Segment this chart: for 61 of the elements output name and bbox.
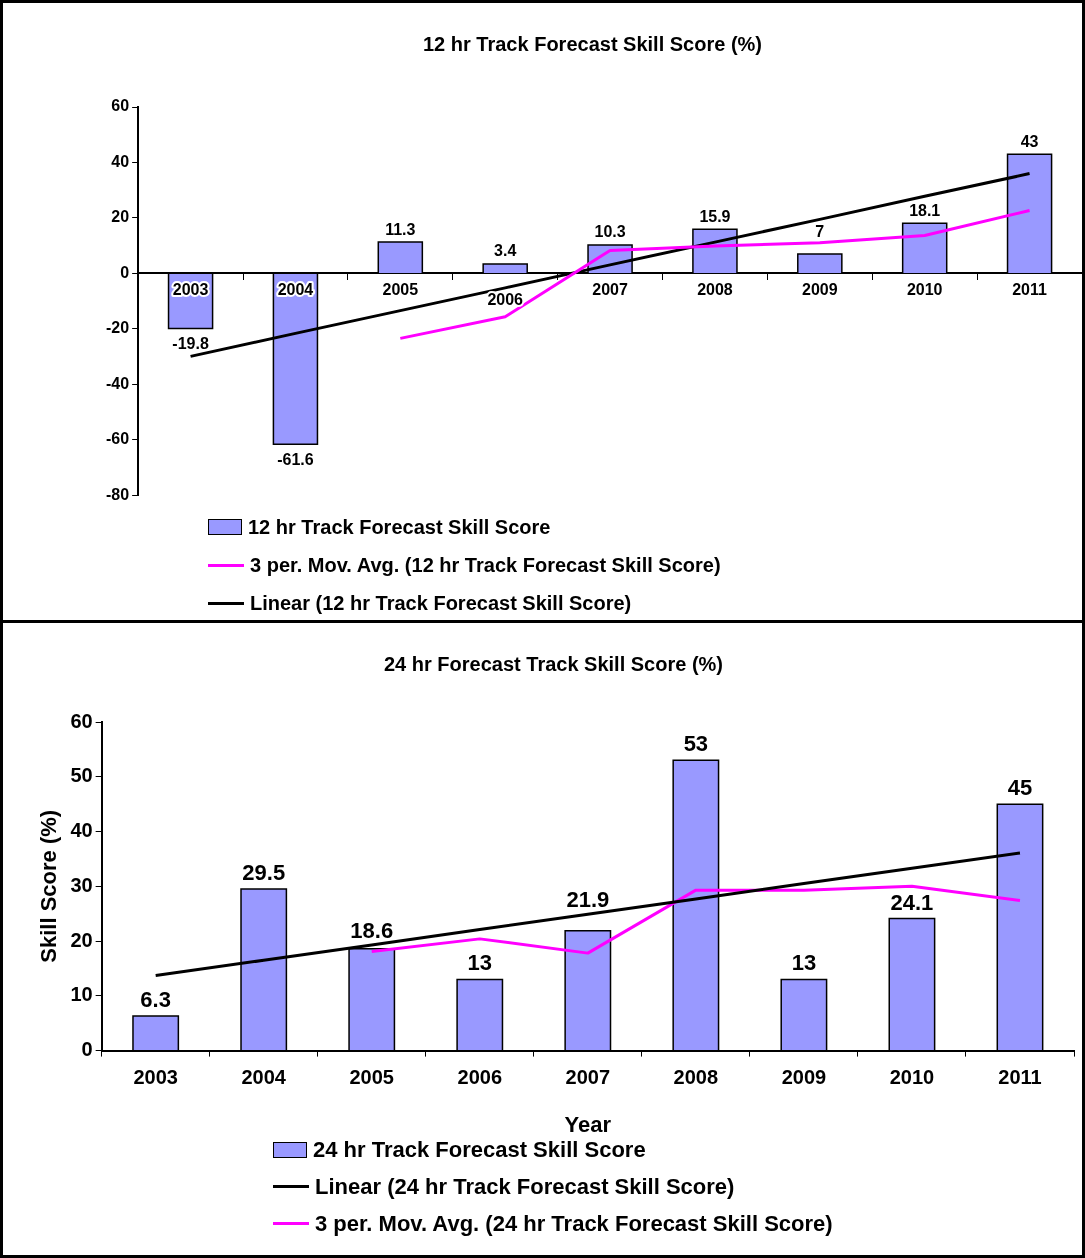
x-tick-label: 2007 <box>592 280 628 298</box>
data-label: 13 <box>791 950 817 976</box>
x-tick-label: 2003 <box>133 1066 178 1089</box>
legend-label: 3 per. Mov. Avg. (12 hr Track Forecast Skill Score) <box>250 553 721 577</box>
y-tick-label: 40 <box>111 152 130 170</box>
y-tick-label: -60 <box>106 430 130 448</box>
x-tick-label: 2003 <box>172 280 209 298</box>
legend-label: Linear (24 hr Track Forecast Skill Score) <box>315 1173 735 1200</box>
data-label: 18.6 <box>350 917 394 943</box>
data-label: 10.3 <box>594 223 626 241</box>
y-tick-label: -20 <box>106 319 130 337</box>
x-tick-label: 2006 <box>487 291 524 309</box>
legend-label: 3 per. Mov. Avg. (24 hr Track Forecast Skill Score) <box>315 1210 833 1237</box>
y-tick-label: 40 <box>70 819 93 842</box>
x-tick-label: 2004 <box>241 1066 287 1089</box>
y-tick-label: 20 <box>70 928 93 951</box>
x-tick-label: 2008 <box>673 1066 719 1089</box>
data-label: 13 <box>467 950 493 976</box>
data-label: 11.3 <box>385 220 416 238</box>
x-tick-label: 2008 <box>697 280 733 298</box>
x-tick-label: 2010 <box>889 1066 935 1089</box>
data-label: -61.6 <box>277 450 314 468</box>
x-tick-label: 2007 <box>565 1066 611 1089</box>
data-label: 6.3 <box>140 987 171 1013</box>
data-label: 45 <box>1007 775 1033 801</box>
legend-label: 24 hr Track Forecast Skill Score <box>313 1136 646 1163</box>
y-axis-title: Skill Score (%) <box>36 809 62 963</box>
y-tick-label: -80 <box>106 485 130 503</box>
data-label: 15.9 <box>699 207 731 225</box>
data-label: 53 <box>683 731 709 757</box>
y-tick-label: 50 <box>70 764 93 787</box>
x-tick-label: 2009 <box>802 280 838 298</box>
y-tick-label: -40 <box>106 374 130 392</box>
legend-label: Linear (12 hr Track Forecast Skill Score) <box>250 591 632 615</box>
y-tick-label: 20 <box>111 208 130 226</box>
y-tick-label: 0 <box>81 1038 93 1061</box>
y-tick-label: 10 <box>70 983 93 1006</box>
data-label: 3.4 <box>494 242 517 260</box>
data-label: 43 <box>1020 132 1039 150</box>
chart-title: 12 hr Track Forecast Skill Score (%) <box>422 32 763 55</box>
x-axis-title: Year <box>564 1111 612 1137</box>
data-label: 29.5 <box>242 860 286 886</box>
x-tick-label: 2005 <box>382 280 419 298</box>
x-tick-label: 2009 <box>781 1066 827 1089</box>
x-tick-label: 2010 <box>906 280 943 298</box>
x-tick-label: 2011 <box>1012 280 1048 298</box>
data-label: 7 <box>815 223 825 241</box>
data-label: 24.1 <box>890 889 934 915</box>
x-tick-label: 2005 <box>349 1066 394 1089</box>
legend-label: 12 hr Track Forecast Skill Score <box>248 515 551 539</box>
chart-title: 24 hr Forecast Track Skill Score (%) <box>383 652 724 675</box>
y-tick-label: 30 <box>70 873 93 896</box>
data-label: 21.9 <box>566 887 610 913</box>
data-label: -19.8 <box>172 334 209 352</box>
y-tick-label: 60 <box>111 97 130 115</box>
x-tick-label: 2011 <box>998 1066 1042 1089</box>
x-tick-label: 2006 <box>457 1066 503 1089</box>
x-tick-label: 2004 <box>277 280 314 298</box>
y-tick-label: 60 <box>70 709 93 732</box>
data-label: 18.1 <box>909 201 941 219</box>
y-tick-label: 0 <box>120 263 130 281</box>
